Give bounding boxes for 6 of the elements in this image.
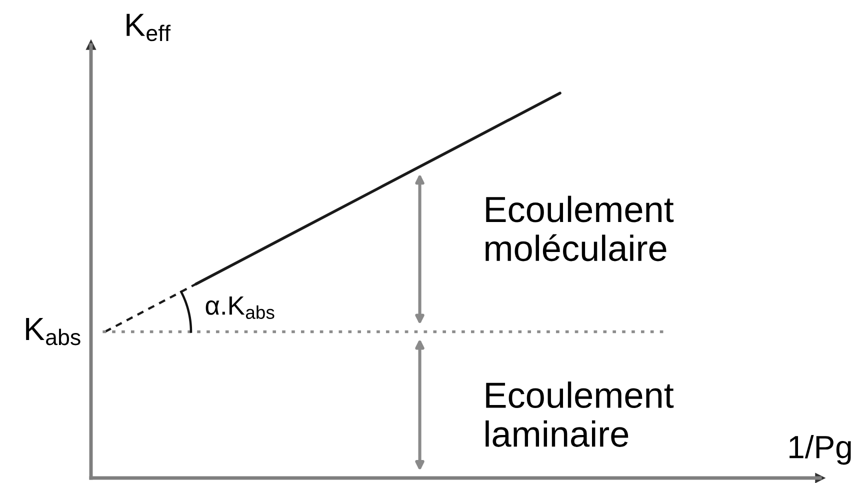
y-axis-title: K$_{eff}$ [126, 14, 171, 42]
annotation: Ecoulement laminaire [486, 382, 674, 447]
annotation: Ecoulement moléculaire [486, 196, 674, 262]
ref-line-label: K$_{abs}$ [26, 318, 80, 346]
annotation: α.K$_{abs}$ [206, 296, 274, 319]
x-axis-title: 1/Pg [790, 434, 851, 465]
